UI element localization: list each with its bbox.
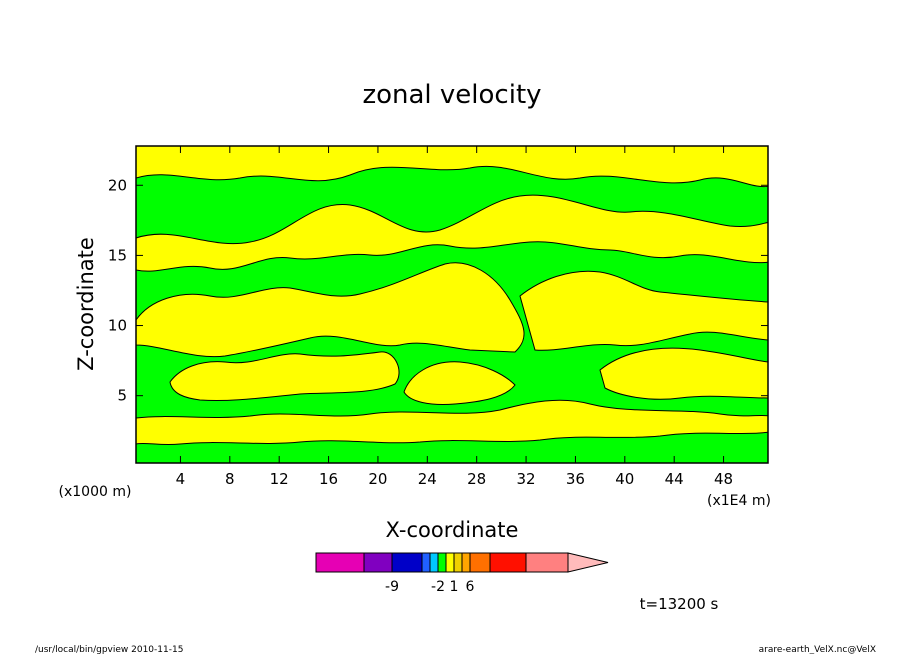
chart-title: zonal velocity	[362, 80, 541, 110]
colorbar-bin	[461, 552, 471, 573]
x-tick-label: 48	[714, 470, 733, 488]
band-positive-lower-center	[403, 361, 516, 405]
y-axis-label: Z-coordinate	[74, 237, 98, 371]
y-tick-label: 10	[108, 317, 127, 335]
y-tick-label: 20	[108, 176, 127, 194]
velocity-bands	[136, 146, 768, 446]
footer-left: /usr/local/bin/gpview 2010-11-15	[35, 645, 183, 654]
colorbar-bin	[437, 552, 447, 573]
colorbar-bin	[421, 552, 431, 573]
colorbar-tick-label: -2	[431, 579, 445, 595]
x-tick-label: 4	[176, 470, 186, 488]
colorbar-bin	[391, 552, 423, 573]
colorbar-bin	[429, 552, 439, 573]
x-tick-label: 40	[615, 470, 634, 488]
band-positive-lower-right	[599, 347, 768, 400]
time-label: t=13200 s	[640, 595, 719, 613]
x-tick-label: 36	[566, 470, 585, 488]
x-tick-label: 28	[467, 470, 486, 488]
colorbar-bin	[525, 552, 569, 573]
y-tick-label: 15	[108, 246, 127, 264]
colorbar-tick-label: 1	[450, 579, 459, 595]
colorbar-bin	[445, 552, 455, 573]
x-tick-label: 12	[270, 470, 289, 488]
footer-right: arare-earth_VelX.nc@VelX	[759, 645, 876, 654]
band-positive-top	[136, 146, 768, 188]
band-positive-mid-right	[519, 270, 768, 351]
band-positive-upper	[136, 194, 768, 272]
colorbar-bin	[363, 552, 393, 573]
x-axis-units: (x1E4 m)	[707, 493, 771, 509]
x-tick-label: 20	[368, 470, 387, 488]
colorbar-extension-arrow	[567, 552, 609, 573]
x-tick-label: 32	[517, 470, 536, 488]
x-axis: 4 8 12 16 20 24 28 32 36 40 44 48	[176, 146, 733, 488]
band-positive-bottom	[136, 399, 768, 446]
x-tick-label: 16	[319, 470, 338, 488]
colorbar-bin	[469, 552, 491, 573]
x-tick-label: 44	[665, 470, 684, 488]
colorbar: -9 -2 1 6	[315, 552, 609, 595]
band-positive-mid-left	[136, 262, 525, 358]
colorbar-bin	[315, 552, 365, 573]
y-tick-label: 5	[117, 387, 127, 405]
colorbar-tick-label: -9	[385, 579, 399, 595]
plot-frame	[135, 145, 769, 464]
y-axis-units: (x1000 m)	[59, 484, 132, 500]
band-positive-lower-left	[169, 351, 400, 402]
x-axis-label: X-coordinate	[386, 518, 519, 542]
plot-area	[135, 145, 769, 464]
x-tick-label: 8	[225, 470, 235, 488]
y-axis: 5 10 15 20	[108, 176, 768, 405]
colorbar-bin	[489, 552, 527, 573]
x-tick-label: 24	[418, 470, 437, 488]
colorbar-bin	[453, 552, 463, 573]
colorbar-tick-label: 6	[466, 579, 475, 595]
